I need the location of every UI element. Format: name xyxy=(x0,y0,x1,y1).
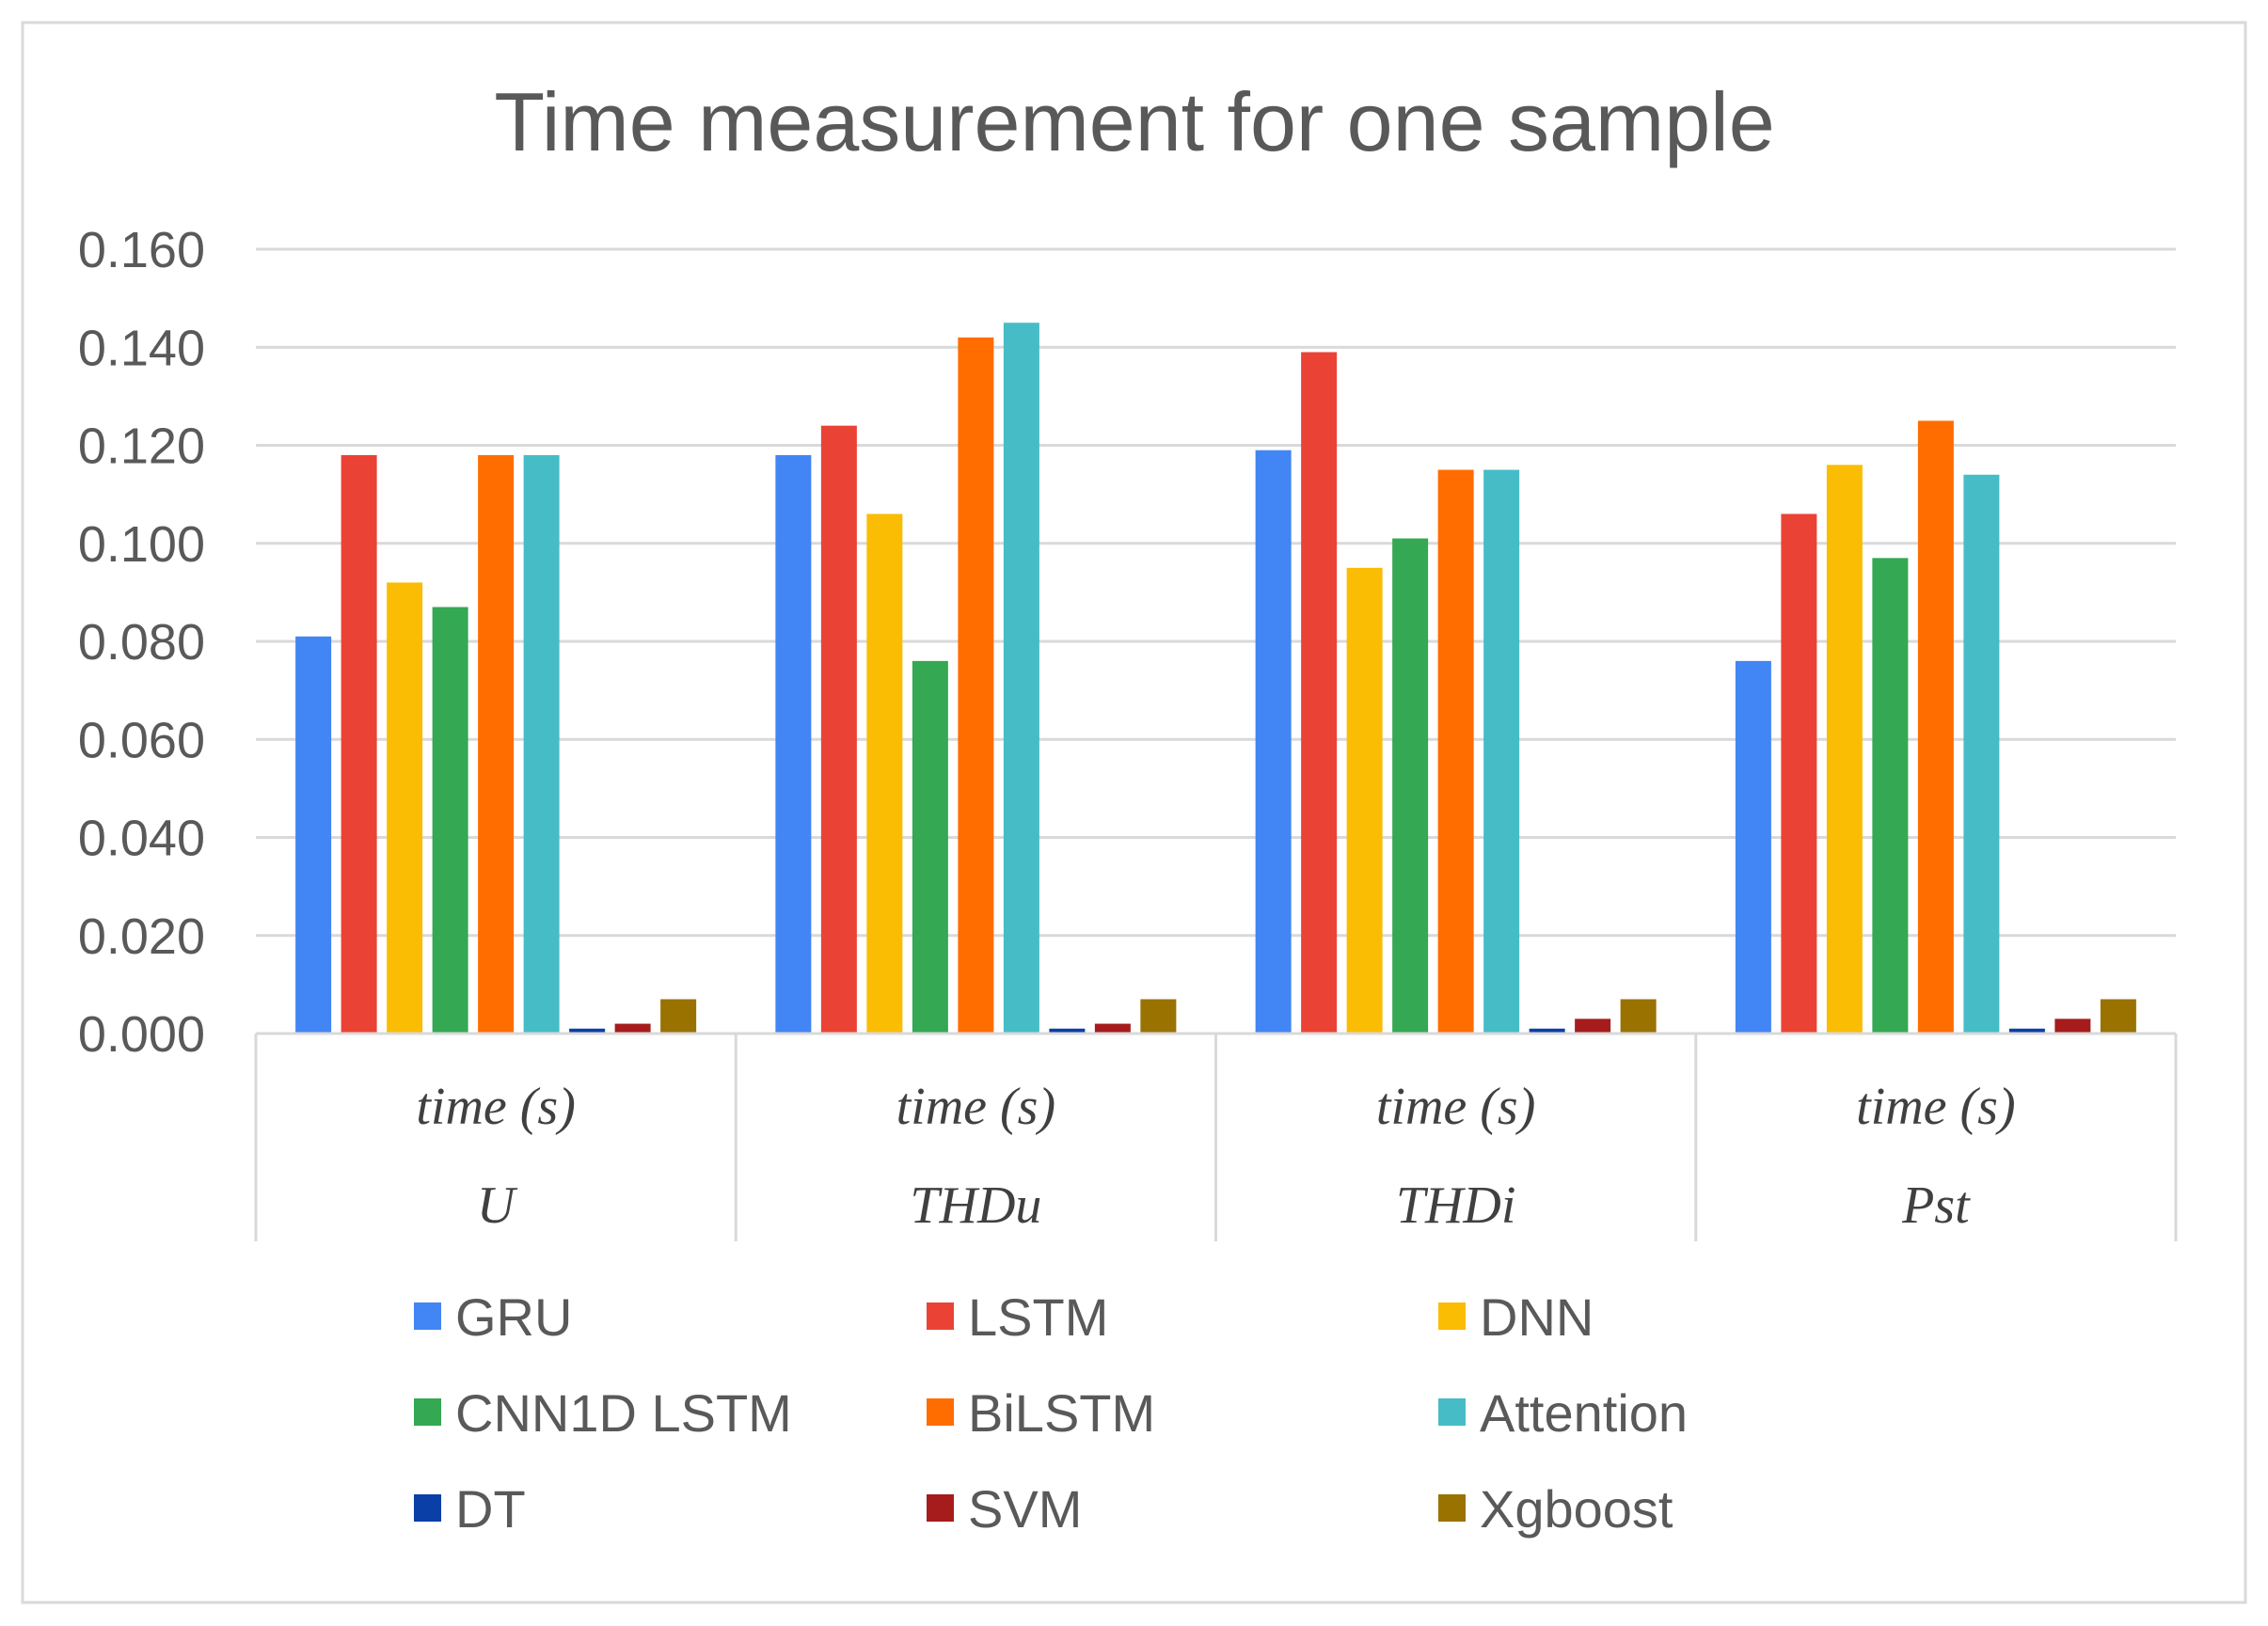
x-group-label: THDu xyxy=(910,1176,1041,1235)
bar-lstm xyxy=(820,425,857,1034)
legend-swatch xyxy=(414,1398,441,1426)
y-tick-label: 0.160 xyxy=(78,222,205,278)
legend-label: DT xyxy=(455,1479,526,1539)
bar-xgboost xyxy=(1140,999,1177,1034)
legend-swatch xyxy=(1438,1494,1466,1522)
y-tick-label: 0.120 xyxy=(78,418,205,475)
legend: GRU LSTM DNN CNN1D LSTM BiLSTM Attention DT SVM… xyxy=(414,1287,1688,1539)
x-category-label: time (s) xyxy=(1376,1078,1536,1136)
bar-svm xyxy=(2054,1018,2091,1034)
legend-swatch xyxy=(1438,1398,1466,1426)
legend-label: LSTM xyxy=(968,1287,1108,1347)
bar-attention xyxy=(1963,474,2000,1034)
bar-dnn xyxy=(1346,567,1383,1034)
bar-bilstm xyxy=(958,337,994,1034)
legend-swatch xyxy=(927,1398,954,1426)
bar-dt xyxy=(2008,1028,2045,1034)
bar-bilstm xyxy=(478,454,515,1034)
bar-xgboost xyxy=(1620,999,1657,1034)
legend-label: Attention xyxy=(1480,1383,1688,1443)
bar-attention xyxy=(1483,469,1520,1034)
x-group-label: THDi xyxy=(1396,1176,1516,1235)
legend-swatch xyxy=(414,1494,441,1522)
bar-gru xyxy=(295,636,332,1034)
bar-cnn1d-lstm xyxy=(1392,538,1429,1034)
legend-label: BiLSTM xyxy=(968,1383,1155,1443)
x-group-label: Pst xyxy=(1901,1176,1971,1235)
y-tick-label: 0.040 xyxy=(78,811,205,867)
y-tick-label: 0.140 xyxy=(78,320,205,376)
bar-dt xyxy=(1049,1028,1086,1034)
legend-label: Xgboost xyxy=(1480,1479,1673,1539)
y-tick-label: 0.060 xyxy=(78,712,205,768)
x-category-label: time (s) xyxy=(896,1078,1056,1136)
legend-label: GRU xyxy=(455,1287,572,1347)
bar-dnn xyxy=(866,513,903,1034)
bar-bilstm xyxy=(1437,469,1474,1034)
x-category-label: time (s) xyxy=(1856,1078,2016,1136)
bar-cnn1d-lstm xyxy=(912,660,948,1034)
bar-dt xyxy=(1529,1028,1565,1034)
bar-svm xyxy=(614,1023,651,1034)
bar-cnn1d-lstm xyxy=(1872,558,1909,1034)
legend-swatch xyxy=(414,1302,441,1330)
bar-xgboost xyxy=(660,999,697,1034)
y-tick-label: 0.000 xyxy=(78,1006,205,1063)
bar-lstm xyxy=(1301,352,1338,1034)
x-category-label: time (s) xyxy=(416,1078,576,1136)
y-tick-label: 0.080 xyxy=(78,614,205,671)
legend-swatch xyxy=(927,1302,954,1330)
bar-attention xyxy=(1003,323,1039,1034)
x-group-label: U xyxy=(477,1176,518,1235)
bar-bilstm xyxy=(1917,420,1954,1034)
bar-dt xyxy=(569,1028,606,1034)
y-axis-ticks: 0.000 0.020 0.040 0.060 0.080 0.100 0.120 0.140… xyxy=(78,222,205,1063)
legend-label: SVM xyxy=(968,1479,1082,1539)
legend-label: DNN xyxy=(1480,1287,1594,1347)
bar-lstm xyxy=(1781,513,1817,1034)
bar-gru xyxy=(1735,660,1771,1034)
bar-dnn xyxy=(387,582,423,1034)
bar-lstm xyxy=(341,454,377,1034)
bar-gru xyxy=(775,454,812,1034)
legend-swatch xyxy=(927,1494,954,1522)
bar-xgboost xyxy=(2100,999,2136,1034)
y-tick-label: 0.020 xyxy=(78,908,205,965)
legend-swatch xyxy=(1438,1302,1466,1330)
chart-title: Time measurement for one sample xyxy=(494,75,1774,168)
legend-label: CNN1D LSTM xyxy=(455,1383,792,1443)
bars xyxy=(295,323,2136,1034)
bar-svm xyxy=(1575,1018,1611,1034)
bar-cnn1d-lstm xyxy=(432,607,468,1034)
bar-gru xyxy=(1255,450,1292,1034)
bar-dnn xyxy=(1826,465,1863,1034)
bar-attention xyxy=(523,454,560,1034)
bar-svm xyxy=(1094,1023,1131,1034)
y-tick-label: 0.100 xyxy=(78,516,205,573)
